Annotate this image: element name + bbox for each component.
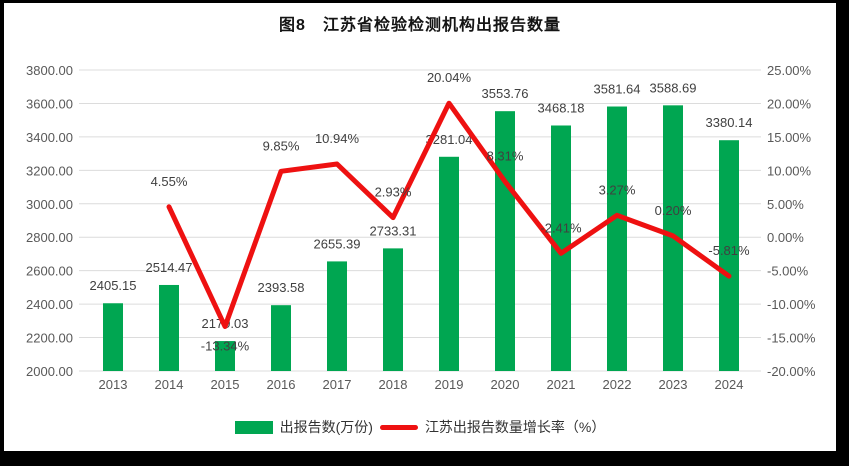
chart-title: 图8 江苏省检验检测机构出报告数量 — [279, 17, 561, 34]
x-axis-tick-label: 2019 — [435, 377, 464, 392]
line-point-label: 9.85% — [263, 138, 300, 153]
y-axis-left-tick-label: 2800.00 — [26, 230, 73, 245]
bar-value-label: 3380.14 — [706, 115, 753, 130]
x-axis-tick-label: 2021 — [547, 377, 576, 392]
bar-value-label: 3468.18 — [538, 100, 585, 115]
y-axis-right-tick-label: 0.00% — [767, 230, 804, 245]
bar — [551, 125, 571, 372]
x-axis-tick-label: 2015 — [211, 377, 240, 392]
line-point-label: 3.27% — [599, 182, 636, 197]
y-axis-left-tick-label: 2000.00 — [26, 364, 73, 379]
y-axis-left-tick-label: 2600.00 — [26, 264, 73, 279]
bar-value-label: 2405.15 — [90, 278, 137, 293]
line-point-label: 8.31% — [487, 149, 524, 164]
x-axis-tick-label: 2014 — [155, 377, 184, 392]
y-axis-right-tick-label: 20.00% — [767, 96, 812, 111]
bar-value-label: 3553.76 — [482, 86, 529, 101]
y-axis-right-tick-label: 15.00% — [767, 130, 812, 145]
bar-value-label: 2655.39 — [314, 236, 361, 251]
x-axis-tick-label: 2017 — [323, 377, 352, 392]
growth-line — [166, 100, 732, 329]
y-axis-left-tick-label: 3800.00 — [26, 63, 73, 78]
bar-value-label: 3281.04 — [426, 132, 473, 147]
bar — [103, 303, 123, 371]
y-axis-right-tick-label: -15.00% — [767, 331, 816, 346]
chart-plot-area: 2000.00 2200.00 2400.00 2600.00 2800.00 3000.… — [26, 63, 816, 392]
y-axis-left-tick-label: 3600.00 — [26, 96, 73, 111]
x-axis-tick-label: 2018 — [379, 377, 408, 392]
line-point-label: -13.34% — [201, 338, 250, 353]
bar-value-label: 2393.58 — [258, 280, 305, 295]
y-axis-right-tick-label: 5.00% — [767, 197, 804, 212]
y-axis-right-tick-label: -5.00% — [767, 264, 809, 279]
y-axis-left-tick-label: 3400.00 — [26, 130, 73, 145]
bar — [607, 106, 627, 371]
y-axis-left-tick-label: 3000.00 — [26, 197, 73, 212]
chart-legend: 出报告数(万份) 江苏出报告数量增长率（%） — [4, 418, 836, 436]
y-axis-left-tick-label: 2400.00 — [26, 297, 73, 312]
x-axis-tick-label: 2020 — [491, 377, 520, 392]
legend-line-label: 江苏出报告数量增长率（%） — [424, 419, 606, 435]
y-axis-right-tick-label: -10.00% — [767, 297, 816, 312]
line-point-label: 4.55% — [151, 174, 188, 189]
y-axis-right-tick-label: -20.00% — [767, 364, 816, 379]
line-point-label: -5.81% — [708, 243, 750, 258]
bar — [159, 284, 179, 371]
bar-value-label: 3588.69 — [650, 80, 697, 95]
bar — [439, 156, 459, 371]
x-axis-tick-label: 2024 — [715, 377, 744, 392]
x-axis-tick-label: 2016 — [267, 377, 296, 392]
bar — [215, 341, 235, 371]
line-point-label: 10.94% — [315, 131, 360, 146]
bar-value-label: 2733.31 — [370, 223, 417, 238]
x-axis-tick-label: 2023 — [659, 377, 688, 392]
bar — [271, 305, 291, 371]
bar-value-label: 2514.47 — [146, 260, 193, 275]
bar-value-label: 3581.64 — [594, 82, 641, 97]
bar — [327, 261, 347, 371]
line-point-label: -2.41% — [540, 220, 582, 235]
y-axis-right-tick-label: 25.00% — [767, 63, 812, 78]
legend-bar-swatch — [234, 420, 273, 434]
y-axis-left-tick-label: 2200.00 — [26, 331, 73, 346]
legend-line-swatch — [379, 424, 418, 430]
line-point-label: 0.20% — [655, 203, 692, 218]
bar — [719, 140, 739, 371]
line-point-label: 20.04% — [427, 70, 472, 85]
y-axis-right-tick-label: 10.00% — [767, 163, 812, 178]
line-point-label: 2.93% — [375, 185, 412, 200]
x-axis-tick-label: 2013 — [99, 377, 128, 392]
x-axis-tick-label: 2022 — [603, 377, 632, 392]
legend-bar-label: 出报告数(万份) — [279, 419, 373, 435]
bar — [383, 248, 403, 371]
y-axis-left-tick-label: 3200.00 — [26, 163, 73, 178]
